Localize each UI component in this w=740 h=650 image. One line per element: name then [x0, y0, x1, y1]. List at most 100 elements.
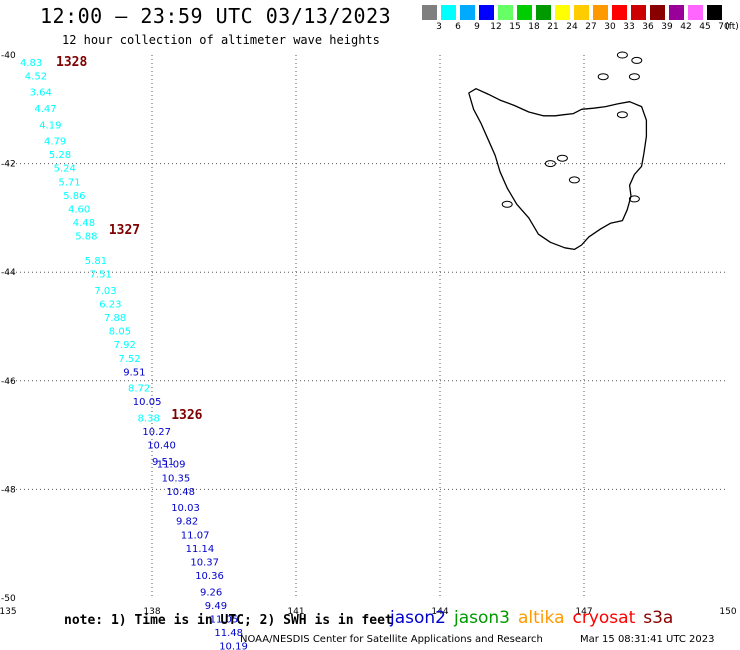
swh-value-label: 7.88 [104, 313, 126, 324]
swh-value-label: 4.52 [25, 71, 47, 82]
island-outline [501, 200, 513, 208]
legend-swatch [422, 5, 437, 20]
satellite-name-jason3: jason3 [454, 608, 510, 628]
pass-number-label: 1326 [171, 408, 202, 423]
latitude-tick-label: -40 [1, 51, 16, 61]
legend-swatch [669, 5, 684, 20]
swh-value-label: 4.48 [73, 218, 95, 229]
swh-value-label: 7.92 [114, 340, 136, 351]
latitude-tick-label: -46 [1, 377, 16, 387]
swh-value-label: 5.86 [63, 191, 85, 202]
swh-value-label: 11.14 [186, 544, 215, 555]
swh-value-label: 10.05 [133, 397, 162, 408]
swh-value-label: 4.19 [39, 120, 61, 131]
satellite-name-jason2: jason2 [390, 608, 446, 628]
swh-value-label: 10.40 [147, 441, 176, 452]
swh-value-label: 7.52 [118, 354, 140, 365]
swh-value-label: 10.48 [166, 487, 195, 498]
legend-swatch [517, 5, 532, 20]
legend-label: 70 [718, 22, 730, 32]
swh-value-label: 9.49 [205, 601, 227, 612]
swh-value-label: 4.60 [68, 205, 90, 216]
swh-value-label: 9.51 [152, 457, 174, 468]
latitude-tick-label: -48 [1, 485, 16, 495]
island-outline [628, 73, 640, 81]
swh-value-label: 5.24 [54, 164, 76, 175]
longitude-tick-label: 147 [575, 607, 592, 617]
legend-label: 21 [547, 22, 559, 32]
legend-swatch [536, 5, 551, 20]
swh-value-label: 10.27 [142, 427, 171, 438]
swh-value-label: 6.23 [99, 300, 121, 311]
island-outline [597, 73, 609, 81]
tasmania-coastline [468, 88, 648, 251]
credit-line: NOAA/NESDIS Center for Satellite Applica… [240, 634, 543, 645]
legend-label: 24 [566, 22, 578, 32]
legend-swatch [593, 5, 608, 20]
generated-timestamp: Mar 15 08:31:41 UTC 2023 [580, 634, 715, 645]
longitude-tick-label: 144 [431, 607, 448, 617]
legend-label: 12 [490, 22, 502, 32]
satellite-legend: jason2 jason3 altika cryosat s3a [390, 608, 681, 628]
satellite-name-cryosat: cryosat [572, 608, 636, 628]
longitude-tick-label: 138 [143, 607, 160, 617]
legend-swatch [688, 5, 703, 20]
swh-value-label: 10.03 [171, 503, 200, 514]
swh-value-label: 8.38 [138, 414, 160, 425]
swh-value-label: 5.88 [75, 232, 97, 243]
legend-label: 36 [642, 22, 654, 32]
legend-label: 30 [604, 22, 616, 32]
swh-value-label: 10.35 [162, 473, 191, 484]
footer-note: note: 1) Time is in UTC; 2) SWH is in fe… [64, 613, 393, 628]
pass-number-label: 1327 [109, 223, 140, 238]
swh-value-label: 9.51 [123, 367, 145, 378]
latitude-tick-label: -50 [1, 594, 16, 604]
swh-value-label: 11.09 [157, 460, 186, 471]
island-outline [616, 111, 628, 119]
legend-swatch [555, 5, 570, 20]
swh-value-label: 3.64 [30, 88, 52, 99]
swh-value-label: 11.05 [210, 614, 239, 625]
swh-value-label: 9.26 [200, 587, 222, 598]
satellite-name-s3a: s3a [643, 608, 674, 628]
legend-label: 9 [474, 22, 480, 32]
legend-label: 27 [585, 22, 597, 32]
longitude-tick-label: 135 [0, 607, 17, 617]
legend-swatch [650, 5, 665, 20]
swh-value-label: 8.05 [109, 327, 131, 338]
swh-value-label: 4.79 [44, 137, 66, 148]
swh-value-label: 10.19 [219, 642, 248, 650]
legend-swatch [631, 5, 646, 20]
pass-number-label: 1328 [56, 55, 87, 70]
longitude-tick-label: 141 [287, 607, 304, 617]
swh-value-label: 7.51 [90, 270, 112, 281]
legend-swatch [612, 5, 627, 20]
legend-swatch [574, 5, 589, 20]
swh-value-label: 4.47 [34, 104, 56, 115]
swh-value-label: 10.36 [195, 571, 224, 582]
legend-label: 18 [528, 22, 540, 32]
island-outline [616, 51, 628, 59]
legend-label: 42 [680, 22, 692, 32]
legend-swatch [479, 5, 494, 20]
legend-label: 6 [455, 22, 461, 32]
legend-label: 33 [623, 22, 635, 32]
swh-value-label: 5.28 [49, 150, 71, 161]
island-outline [556, 154, 568, 162]
legend-swatch [460, 5, 475, 20]
latitude-tick-label: -42 [1, 160, 16, 170]
swh-value-label: 10.37 [190, 557, 219, 568]
chart-title: 12:00 — 23:59 UTC 03/13/2023 [40, 4, 392, 28]
longitude-tick-label: 150 [719, 607, 736, 617]
latitude-tick-label: -44 [1, 268, 16, 278]
swh-value-label: 11.48 [214, 628, 243, 639]
island-outline [628, 195, 640, 203]
legend-label: 39 [661, 22, 673, 32]
swh-value-label: 8.72 [128, 384, 150, 395]
legend-unit: (ft) [725, 22, 739, 32]
swh-value-label: 7.03 [94, 286, 116, 297]
swh-value-label: 5.71 [58, 177, 80, 188]
legend-swatch [707, 5, 722, 20]
legend-swatch [441, 5, 456, 20]
